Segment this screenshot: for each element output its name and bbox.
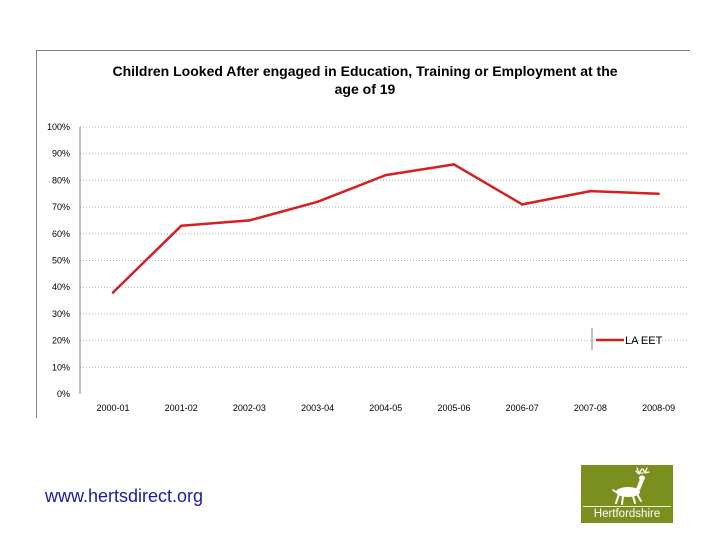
y-tick-labels: 0% 10% 20% 30% 40% 50% 60% 70% 80% 90% 100%	[47, 122, 70, 399]
legend: LA EET	[591, 328, 663, 350]
x-tick-label: 2005-06	[437, 403, 470, 413]
y-tick-label: 20%	[52, 336, 70, 346]
x-tick-label: 2001-02	[165, 403, 198, 413]
data-point	[452, 163, 456, 166]
data-point	[384, 173, 388, 177]
x-tick-label: 2006-07	[506, 403, 539, 413]
x-tick-label: 2000-01	[96, 403, 129, 413]
x-tick-label: 2003-04	[301, 403, 334, 413]
chart-frame	[36, 50, 690, 418]
chart-title: Children Looked After engaged in Educati…	[112, 63, 618, 97]
series-lines	[111, 163, 660, 294]
y-tick-label: 60%	[52, 229, 70, 239]
x-tick-label: 2004-05	[369, 403, 402, 413]
data-point	[316, 200, 319, 204]
y-tick-label: 10%	[52, 362, 70, 372]
grid-lines	[80, 126, 689, 368]
footer-url-link[interactable]: www.hertsdirect.org	[45, 486, 204, 506]
data-point	[589, 189, 592, 193]
data-point	[248, 219, 251, 222]
data-point	[520, 203, 524, 206]
data-point	[179, 224, 183, 228]
data-point	[111, 291, 115, 294]
hart-icon	[612, 467, 650, 505]
y-tick-label: 90%	[52, 149, 70, 159]
y-tick-label: 0%	[57, 389, 70, 399]
x-tick-labels: 2000-01 2001-02 2002-03 2003-04 2004-05 2005-…	[96, 403, 675, 413]
y-tick-label: 80%	[52, 175, 70, 185]
y-tick-label: 70%	[52, 202, 70, 212]
legend-label: LA EET	[625, 335, 663, 347]
x-tick-label: 2007-08	[574, 403, 607, 413]
series-line	[112, 163, 659, 294]
x-tick-label: 2002-03	[233, 403, 266, 413]
x-tick-label: 2008-09	[642, 403, 675, 413]
y-tick-label: 40%	[52, 282, 70, 292]
y-tick-label: 50%	[52, 256, 70, 266]
y-tick-label: 30%	[52, 309, 70, 319]
data-point	[657, 192, 660, 196]
logo-text: Hertfordshire	[583, 506, 671, 520]
hertfordshire-logo: Hertfordshire	[581, 465, 673, 523]
y-tick-label: 100%	[47, 122, 70, 132]
